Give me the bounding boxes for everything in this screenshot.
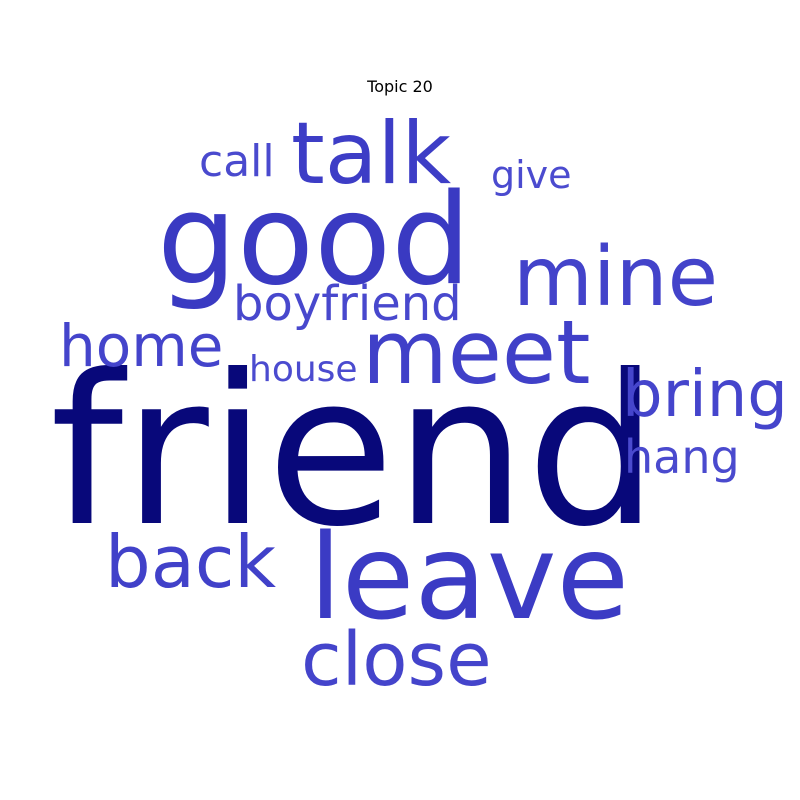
word-close: close: [301, 617, 492, 703]
word-talk: talk: [291, 104, 451, 204]
words-layer: friend good leave meet talk mine close back brin…: [50, 104, 788, 703]
word-bring: bring: [622, 358, 788, 432]
word-give: give: [491, 153, 572, 197]
chart-title: Topic 20: [366, 77, 433, 96]
word-good: good: [157, 166, 471, 313]
word-leave: leave: [309, 508, 629, 646]
word-meet: meet: [362, 301, 591, 404]
word-home: home: [59, 312, 223, 380]
word-boyfriend: boyfriend: [233, 276, 462, 332]
word-call: call: [199, 136, 275, 187]
word-mine: mine: [513, 230, 718, 325]
word-friend: friend: [50, 331, 658, 573]
word-hang: hang: [624, 430, 740, 484]
word-house: house: [249, 349, 358, 390]
word-back: back: [105, 520, 276, 604]
